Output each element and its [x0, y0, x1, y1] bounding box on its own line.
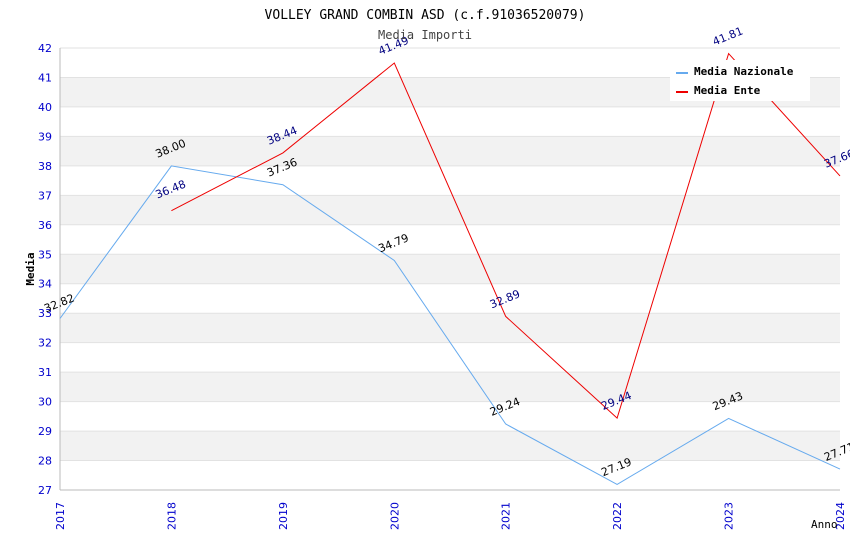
x-tick-label: 2021 [500, 502, 513, 530]
chart-title: VOLLEY GRAND COMBIN ASD (c.f.91036520079… [265, 8, 586, 23]
data-label: 32.82 [42, 291, 76, 315]
x-tick-label: 2020 [388, 502, 401, 530]
background-bands [60, 77, 840, 461]
y-tick-label: 33 [38, 307, 52, 320]
series-line-media-nazionale [59, 165, 841, 485]
legend-label-media-nazionale: Media Nazionale [694, 65, 794, 78]
y-tick-label: 39 [38, 130, 52, 143]
data-label: 32.89 [488, 287, 522, 311]
y-tick-label: 41 [38, 71, 52, 84]
y-tick-label: 30 [38, 396, 52, 409]
legend: Media Nazionale Media Ente [670, 60, 810, 101]
y-tick-label: 36 [38, 219, 52, 232]
series-line-media-ente [171, 52, 841, 420]
grid-band [60, 372, 840, 402]
x-tick-label: 2018 [165, 502, 178, 530]
x-tick-labels: 2017 2018 2019 2020 2021 2022 2023 2024 [54, 502, 847, 530]
grid-band [60, 431, 840, 461]
y-tick-label: 35 [38, 248, 52, 261]
y-tick-label: 37 [38, 189, 52, 202]
series-lines [59, 52, 841, 485]
y-tick-labels: 27 28 29 30 31 32 33 34 35 36 37 38 39 40 41 42 [38, 42, 52, 497]
legend-label-media-ente: Media Ente [694, 84, 761, 97]
x-tick-label: 2024 [834, 502, 847, 530]
y-tick-label: 38 [38, 160, 52, 173]
y-tick-label: 31 [38, 366, 52, 379]
grid-band [60, 195, 840, 225]
x-axis-label: Anno [811, 518, 838, 531]
x-tick-label: 2023 [723, 502, 736, 530]
y-tick-label: 42 [38, 42, 52, 55]
y-tick-label: 40 [38, 101, 52, 114]
chart-subtitle: Media Importi [378, 28, 472, 42]
data-label: 34.79 [377, 231, 411, 255]
legend-box [670, 60, 810, 101]
x-tick-label: 2017 [54, 502, 67, 530]
grid-band [60, 313, 840, 343]
y-tick-label: 34 [38, 278, 52, 291]
x-tick-label: 2022 [611, 502, 624, 530]
data-label: 41.81 [711, 25, 745, 49]
y-tick-label: 32 [38, 337, 52, 350]
x-tick-label: 2019 [277, 502, 290, 530]
y-axis-label: Media [24, 252, 37, 285]
y-tick-label: 27 [38, 484, 52, 497]
grid-band [60, 254, 840, 284]
grid-band [60, 136, 840, 166]
y-tick-label: 29 [38, 425, 52, 438]
y-tick-label: 28 [38, 455, 52, 468]
